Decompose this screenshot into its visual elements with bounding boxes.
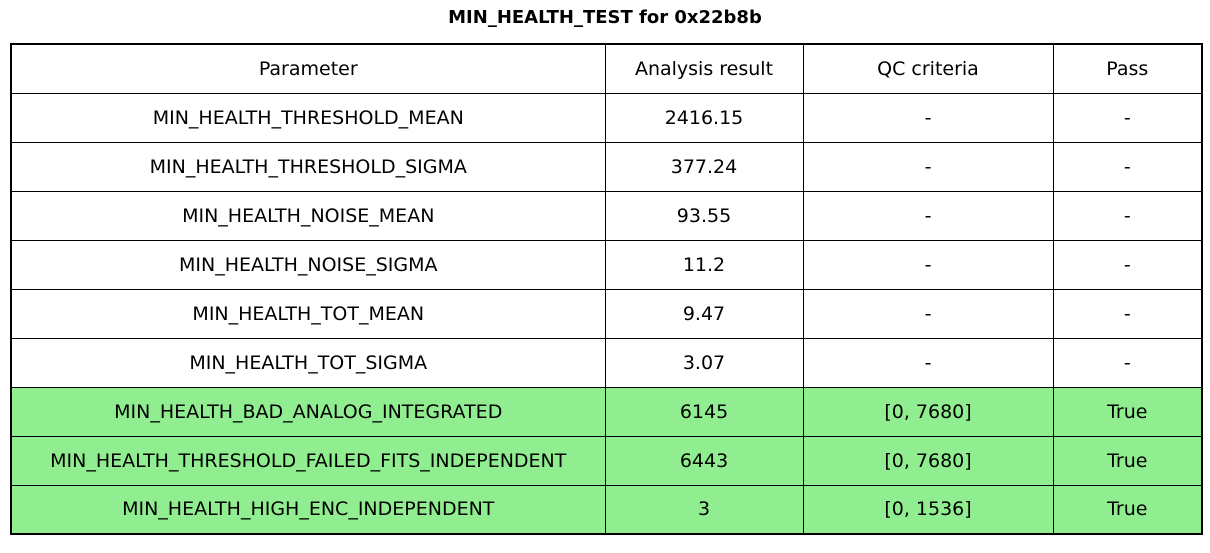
cell-analysis-result: 93.55 <box>604 190 804 241</box>
cell-pass: - <box>1052 190 1203 241</box>
cell-pass: - <box>1052 337 1203 388</box>
cell-pass: - <box>1052 141 1203 192</box>
table-row: MIN_HEALTH_HIGH_ENC_INDEPENDENT 3 [0, 1536… <box>10 484 1203 535</box>
cell-pass: - <box>1052 288 1203 339</box>
cell-analysis-result: 3 <box>604 484 804 535</box>
table-body: MIN_HEALTH_THRESHOLD_MEAN 2416.15- - MIN_HE… <box>10 92 1203 535</box>
table-row: MIN_HEALTH_THRESHOLD_MEAN 2416.15- - <box>10 92 1203 143</box>
cell-parameter: MIN_HEALTH_THRESHOLD_SIGMA <box>10 141 606 192</box>
cell-analysis-result: 3.07 <box>604 337 804 388</box>
table-row: MIN_HEALTH_TOT_MEAN 9.47- - <box>10 288 1203 339</box>
column-header-qc-criteria: QC criteria <box>802 43 1054 94</box>
table-row: MIN_HEALTH_THRESHOLD_SIGMA 377.24- - <box>10 141 1203 192</box>
column-header-parameter: Parameter <box>10 43 606 94</box>
cell-analysis-result: 11.2 <box>604 239 804 290</box>
cell-pass: - <box>1052 239 1203 290</box>
cell-parameter: MIN_HEALTH_TOT_SIGMA <box>10 337 606 388</box>
table-row: MIN_HEALTH_TOT_SIGMA 3.07- - <box>10 337 1203 388</box>
cell-parameter: MIN_HEALTH_THRESHOLD_MEAN <box>10 92 606 143</box>
column-header-pass: Pass <box>1052 43 1203 94</box>
cell-pass: True <box>1052 386 1203 437</box>
table-row: MIN_HEALTH_NOISE_MEAN 93.55- - <box>10 190 1203 241</box>
table-header: Parameter Analysis result QC criteria Pa… <box>10 43 1203 94</box>
qc-results-table: Parameter Analysis result QC criteria Pa… <box>10 43 1203 535</box>
table-row: MIN_HEALTH_NOISE_SIGMA 11.2- - <box>10 239 1203 290</box>
column-header-analysis-result: Analysis result <box>604 43 804 94</box>
cell-analysis-result: 2416.15 <box>604 92 804 143</box>
table-row: MIN_HEALTH_BAD_ANALOG_INTEGRATED 6145 [0, … <box>10 386 1203 437</box>
cell-parameter: MIN_HEALTH_BAD_ANALOG_INTEGRATED <box>10 386 606 437</box>
cell-pass: - <box>1052 92 1203 143</box>
cell-parameter: MIN_HEALTH_HIGH_ENC_INDEPENDENT <box>10 484 606 535</box>
cell-qc-criteria: - <box>802 337 1054 388</box>
cell-qc-criteria: - <box>802 141 1054 192</box>
cell-parameter: MIN_HEALTH_NOISE_MEAN <box>10 190 606 241</box>
header-row: Parameter Analysis result QC criteria Pa… <box>10 43 1203 94</box>
cell-parameter: MIN_HEALTH_NOISE_SIGMA <box>10 239 606 290</box>
cell-qc-criteria: - <box>802 92 1054 143</box>
cell-parameter: MIN_HEALTH_THRESHOLD_FAILED_FITS_INDEPEN… <box>10 435 606 486</box>
cell-qc-criteria: - <box>802 190 1054 241</box>
cell-qc-criteria: - <box>802 288 1054 339</box>
cell-pass: True <box>1052 435 1203 486</box>
cell-analysis-result: 377.24 <box>604 141 804 192</box>
cell-qc-criteria: - <box>802 239 1054 290</box>
cell-qc-criteria: [0, 7680] <box>802 386 1054 437</box>
cell-analysis-result: 6145 <box>604 386 804 437</box>
cell-qc-criteria: [0, 1536] <box>802 484 1054 535</box>
table-row: MIN_HEALTH_THRESHOLD_FAILED_FITS_INDEPEN… <box>10 435 1203 486</box>
cell-parameter: MIN_HEALTH_TOT_MEAN <box>10 288 606 339</box>
cell-analysis-result: 9.47 <box>604 288 804 339</box>
cell-pass: True <box>1052 484 1203 535</box>
cell-analysis-result: 6443 <box>604 435 804 486</box>
page-title: MIN_HEALTH_TEST for 0x22b8b <box>448 7 762 28</box>
cell-qc-criteria: [0, 7680] <box>802 435 1054 486</box>
